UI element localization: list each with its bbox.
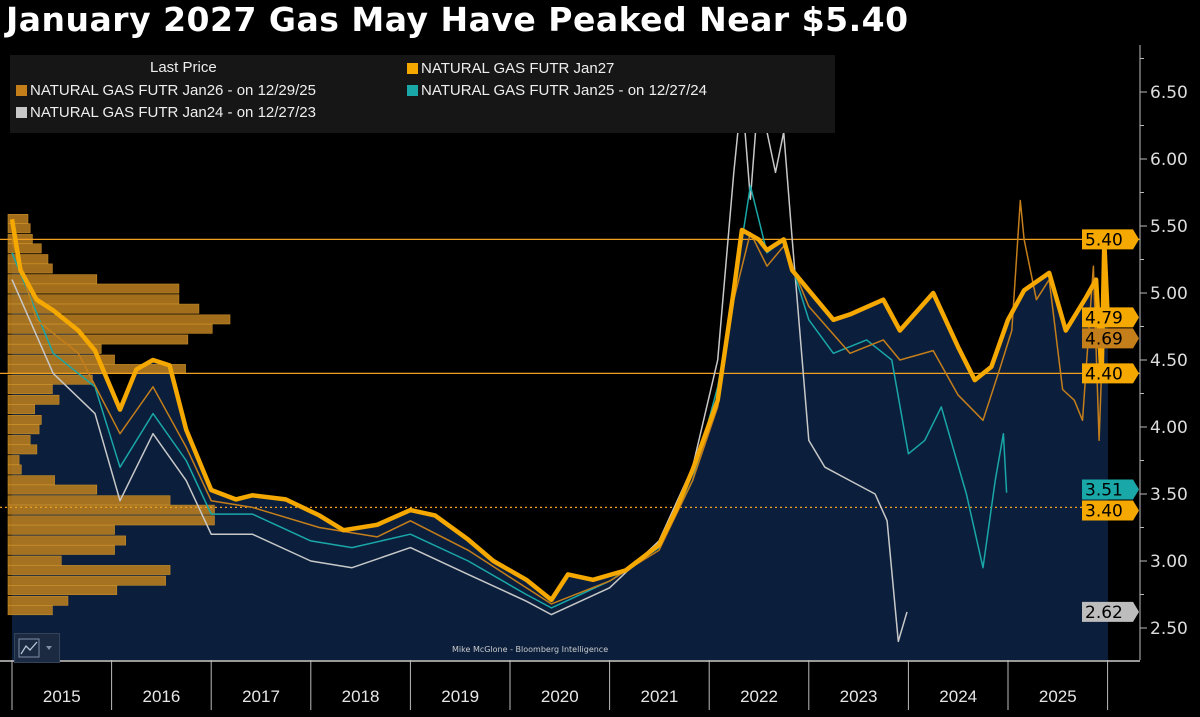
y-tick-label: 3.00	[1150, 552, 1188, 572]
legend-item-jan24[interactable]: NATURAL GAS FUTR Jan24 - on 12/27/23	[16, 104, 316, 121]
x-tick-label: 2016	[142, 687, 180, 706]
last-value-label: 4.69	[1085, 329, 1123, 349]
volume-profile-bar	[7, 515, 215, 526]
series-line	[9, 218, 1111, 603]
legend-swatch	[16, 107, 27, 118]
x-tick-label: 2015	[43, 687, 81, 706]
volume-profile-bar	[7, 364, 186, 374]
last-value-tag	[1082, 601, 1139, 622]
last-value-label: 4.79	[1085, 308, 1123, 328]
volume-profile-bar	[7, 435, 31, 445]
last-value-label: 3.40	[1085, 502, 1123, 522]
volume-profile-bar	[7, 223, 31, 234]
volume-profile-bar	[7, 504, 215, 515]
x-tick-label: 2019	[441, 687, 479, 706]
legend-item-jan25[interactable]: NATURAL GAS FUTR Jan25 - on 12/27/24	[407, 82, 707, 99]
legend-heading: Last Price	[150, 59, 217, 76]
volume-profile-bar	[7, 565, 171, 575]
last-value-label: 3.51	[1085, 481, 1123, 501]
volume-profile-bar	[7, 343, 102, 354]
last-value-tag	[1082, 328, 1139, 349]
y-tick-label: 4.50	[1150, 351, 1188, 371]
volume-profile-bar	[7, 444, 38, 455]
volume-profile-bar	[7, 283, 180, 294]
volume-profile-bar	[7, 535, 126, 546]
legend-swatch	[407, 85, 418, 96]
x-tick-label: 2023	[840, 687, 878, 706]
volume-profile-bar	[7, 524, 115, 535]
volume-profile-bar	[7, 384, 53, 394]
legend-label: NATURAL GAS FUTR Jan24 - on 12/27/23	[30, 104, 316, 121]
y-tick-label: 3.50	[1150, 485, 1188, 505]
legend-swatch	[16, 85, 27, 96]
x-tick-label: 2022	[740, 687, 778, 706]
last-value-tag	[1082, 229, 1139, 250]
chart-title: January 2027 Gas May Have Peaked Near $5…	[6, 0, 909, 39]
legend-item-jan27[interactable]: NATURAL GAS FUTR Jan27	[407, 60, 614, 77]
last-value-tag	[1082, 363, 1139, 384]
y-tick-label: 6.50	[1150, 83, 1188, 103]
legend-swatch	[407, 63, 418, 74]
volume-profile-bar	[7, 303, 200, 314]
y-tick-label: 5.00	[1150, 284, 1188, 304]
x-tick-label: 2018	[342, 687, 380, 706]
last-value-tag	[1082, 307, 1139, 328]
volume-profile-bar	[7, 455, 20, 465]
series-line	[11, 199, 1108, 605]
volume-profile-bar	[7, 575, 166, 586]
volume-profile-bar	[7, 464, 22, 475]
y-tick-label: 6.00	[1150, 150, 1188, 170]
volume-profile-bar	[7, 475, 55, 486]
line-chart-icon	[18, 638, 52, 658]
legend-label: NATURAL GAS FUTR Jan25 - on 12/27/24	[421, 82, 707, 99]
x-tick-label: 2020	[541, 687, 579, 706]
last-value-tag	[1082, 500, 1139, 521]
volume-profile-bar	[7, 414, 42, 425]
y-tick-label: 4.00	[1150, 418, 1188, 438]
x-tick-label: 2025	[1039, 687, 1077, 706]
volume-profile-bar	[7, 484, 98, 495]
volume-profile-bar	[7, 404, 35, 415]
volume-profile-bar	[7, 544, 115, 555]
y-tick-label: 2.50	[1150, 619, 1188, 639]
volume-profile-bar	[7, 243, 42, 254]
chart-type-button[interactable]	[14, 633, 60, 663]
legend-item-jan26[interactable]: NATURAL GAS FUTR Jan26 - on 12/29/25	[16, 82, 316, 99]
volume-profile-bar	[7, 585, 118, 595]
chart-credit: Mike McGlone - Bloomberg Intelligence	[452, 645, 609, 654]
last-value-label: 5.40	[1085, 230, 1123, 250]
x-tick-label: 2017	[242, 687, 280, 706]
volume-profile-bar	[7, 374, 93, 385]
legend-label: NATURAL GAS FUTR Jan26 - on 12/29/25	[30, 82, 316, 99]
chevron-down-icon	[46, 646, 52, 650]
volume-profile-bar	[7, 334, 189, 345]
volume-profile-bar	[7, 424, 40, 435]
y-tick-label: 5.50	[1150, 217, 1188, 237]
volume-profile-bar	[7, 263, 53, 274]
last-value-label: 4.40	[1085, 364, 1123, 384]
volume-profile-bar	[7, 555, 62, 566]
volume-profile-bar	[7, 495, 171, 506]
x-axis-band	[0, 660, 1200, 717]
volume-profile-bar	[7, 595, 69, 606]
x-tick-label: 2021	[640, 687, 678, 706]
series-line	[11, 91, 908, 643]
volume-profile-bar	[7, 323, 213, 334]
volume-profile-bar	[7, 605, 53, 616]
legend: Last Price NATURAL GAS FUTR Jan27 NATURA…	[10, 55, 835, 133]
last-value-tag	[1082, 479, 1139, 500]
volume-profile-bar	[7, 394, 60, 405]
x-tick-label: 2024	[939, 687, 977, 706]
last-value-label: 2.62	[1085, 603, 1123, 623]
legend-label: NATURAL GAS FUTR Jan27	[421, 60, 615, 77]
